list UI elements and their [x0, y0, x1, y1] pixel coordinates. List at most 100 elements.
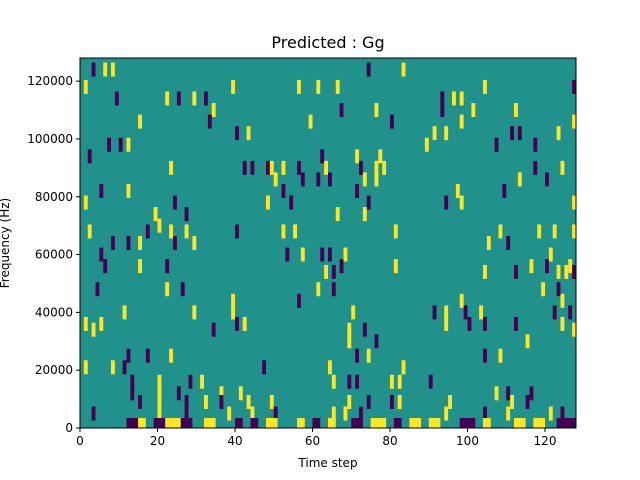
- low-cell: [568, 305, 573, 320]
- low-cell: [355, 348, 359, 363]
- low-cell: [545, 259, 549, 274]
- high-cell: [548, 406, 553, 421]
- low-cell: [440, 103, 445, 118]
- high-cell: [111, 360, 115, 375]
- low-cell: [525, 394, 530, 409]
- low-cell: [273, 406, 278, 421]
- high-cell: [506, 406, 511, 421]
- y-tick-label: 120000: [27, 74, 73, 88]
- low-cell: [331, 282, 336, 297]
- plot-frame: [79, 57, 577, 429]
- high-cell: [138, 259, 142, 274]
- high-run: [483, 418, 491, 428]
- y-axis-label: Frequency (Hz): [0, 198, 12, 289]
- high-cell: [219, 386, 224, 401]
- x-tick-label: 80: [382, 434, 397, 448]
- high-cell: [362, 172, 367, 187]
- high-cell: [572, 322, 576, 337]
- high-cell: [459, 293, 464, 308]
- high-cell: [529, 259, 534, 274]
- high-cell: [231, 79, 235, 94]
- high-cell: [393, 224, 398, 239]
- low-cell: [390, 114, 394, 129]
- x-tick-label: 20: [150, 434, 165, 448]
- high-run: [165, 418, 181, 428]
- low-run: [351, 418, 363, 428]
- high-cell: [169, 224, 173, 239]
- y-tick-label: 100000: [27, 132, 73, 146]
- high-cell: [328, 360, 332, 375]
- high-cell: [459, 114, 464, 129]
- low-run: [393, 418, 402, 428]
- y-tick-label: 80000: [35, 190, 73, 204]
- high-cell: [556, 126, 561, 141]
- high-run: [266, 418, 278, 428]
- low-cell: [262, 360, 266, 375]
- low-cell: [440, 91, 445, 106]
- low-cell: [483, 406, 487, 421]
- high-cell: [83, 195, 88, 210]
- high-cell: [552, 224, 557, 239]
- low-cell: [184, 406, 189, 421]
- low-cell: [103, 259, 108, 274]
- high-cell: [238, 386, 243, 401]
- high-cell: [231, 293, 235, 308]
- high-cell: [525, 334, 530, 349]
- high-cell: [401, 360, 406, 375]
- low-cell: [211, 322, 216, 337]
- low-run: [250, 418, 259, 428]
- low-cell: [556, 282, 561, 297]
- low-cell: [514, 264, 518, 279]
- high-cell: [517, 172, 522, 187]
- low-cell: [514, 316, 518, 331]
- high-cell: [227, 406, 232, 421]
- high-cell: [269, 160, 274, 175]
- high-cell: [126, 137, 131, 152]
- high-cell: [200, 374, 204, 389]
- high-cell: [366, 348, 371, 363]
- low-cell: [339, 259, 344, 274]
- low-cell: [285, 247, 290, 262]
- low-cell: [510, 126, 514, 141]
- low-cell: [173, 195, 177, 210]
- high-cell: [382, 160, 387, 175]
- high-cell: [324, 264, 328, 279]
- low-cell: [111, 236, 115, 250]
- high-run: [328, 418, 336, 428]
- low-cell: [95, 282, 100, 297]
- high-cell: [444, 316, 449, 331]
- high-cell: [192, 91, 197, 106]
- low-cell: [494, 137, 499, 152]
- high-cell: [83, 316, 88, 331]
- low-cell: [328, 247, 332, 262]
- high-cell: [157, 374, 162, 389]
- high-cell: [165, 91, 170, 106]
- high-run: [138, 418, 146, 428]
- x-tick-label: 40: [227, 434, 242, 448]
- low-cell: [339, 103, 344, 118]
- low-cell: [126, 348, 131, 363]
- low-cell: [99, 183, 104, 198]
- high-cell: [269, 394, 274, 409]
- low-cell: [347, 374, 352, 389]
- low-cell: [184, 394, 189, 409]
- low-cell: [188, 374, 193, 389]
- high-cell: [374, 103, 379, 118]
- low-run: [312, 418, 321, 428]
- low-cell: [359, 406, 363, 421]
- low-cell: [235, 224, 239, 239]
- low-cell: [118, 137, 123, 152]
- high-cell: [444, 126, 449, 141]
- high-cell: [343, 406, 348, 421]
- low-cell: [432, 305, 437, 320]
- low-cell: [506, 236, 511, 250]
- high-cell: [242, 316, 247, 331]
- low-run: [126, 418, 139, 428]
- low-cell: [572, 79, 576, 94]
- y-tick-label: 40000: [35, 305, 73, 319]
- high-cell: [459, 91, 464, 106]
- low-cell: [289, 195, 294, 210]
- high-cell: [281, 224, 286, 239]
- high-cell: [510, 394, 514, 409]
